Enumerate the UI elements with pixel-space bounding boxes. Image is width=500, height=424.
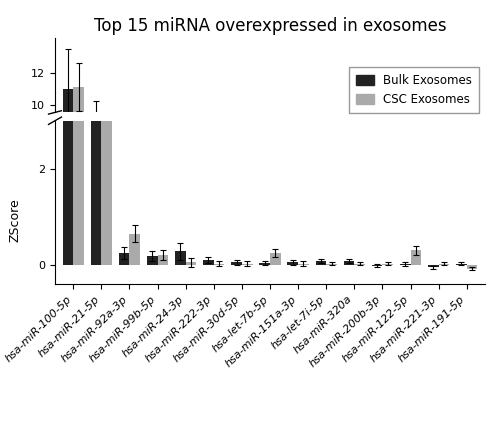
- Bar: [242, 264, 252, 265]
- Bar: [130, 252, 140, 262]
- Bar: [354, 264, 365, 265]
- Bar: [203, 261, 214, 262]
- Bar: [288, 262, 298, 265]
- Bar: [270, 253, 280, 265]
- Bar: [102, 25, 112, 265]
- Bar: [90, 112, 102, 262]
- Bar: [74, 0, 84, 265]
- Bar: [344, 261, 354, 262]
- Bar: [147, 259, 158, 262]
- Title: Top 15 miRNA overexpressed in exosomes: Top 15 miRNA overexpressed in exosomes: [94, 17, 446, 35]
- Legend: Bulk Exosomes, CSC Exosomes: Bulk Exosomes, CSC Exosomes: [349, 67, 479, 113]
- Bar: [316, 261, 326, 265]
- Bar: [74, 87, 84, 262]
- Bar: [90, 0, 102, 265]
- Bar: [400, 264, 410, 265]
- Bar: [410, 258, 421, 262]
- Bar: [270, 259, 280, 262]
- Bar: [438, 264, 450, 265]
- Bar: [102, 184, 112, 262]
- Bar: [466, 262, 477, 264]
- Bar: [382, 264, 393, 265]
- Bar: [158, 255, 168, 265]
- Bar: [147, 256, 158, 265]
- Bar: [175, 251, 186, 265]
- Bar: [119, 253, 130, 265]
- Bar: [298, 264, 309, 265]
- Bar: [372, 265, 382, 266]
- Bar: [158, 259, 168, 262]
- Bar: [428, 262, 438, 263]
- Bar: [428, 265, 438, 267]
- Bar: [175, 258, 186, 262]
- Text: ZScore: ZScore: [8, 198, 22, 243]
- Bar: [326, 264, 337, 265]
- Bar: [214, 264, 224, 265]
- Bar: [203, 260, 214, 265]
- Bar: [344, 261, 354, 265]
- Bar: [231, 262, 242, 265]
- Bar: [186, 262, 196, 265]
- Bar: [119, 259, 130, 262]
- Bar: [62, 0, 74, 265]
- Bar: [456, 264, 466, 265]
- Bar: [316, 261, 326, 262]
- Bar: [410, 251, 421, 265]
- Bar: [466, 265, 477, 269]
- Bar: [62, 89, 74, 262]
- Bar: [260, 263, 270, 265]
- Bar: [130, 234, 140, 265]
